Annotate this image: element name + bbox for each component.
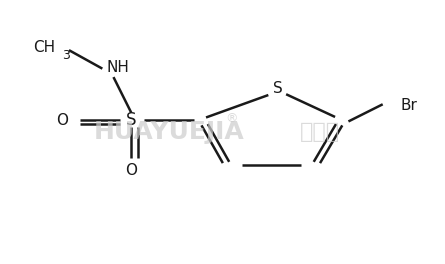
Text: Br: Br <box>401 98 418 113</box>
Text: ®: ® <box>225 112 238 125</box>
Text: HUAYUEJIA: HUAYUEJIA <box>94 120 244 144</box>
Text: O: O <box>57 113 68 128</box>
Text: S: S <box>273 82 283 96</box>
Text: 化学加: 化学加 <box>300 122 340 142</box>
Text: O: O <box>125 163 137 178</box>
Text: CH: CH <box>33 40 56 55</box>
Text: S: S <box>126 111 137 129</box>
Text: 3: 3 <box>62 49 70 62</box>
Text: NH: NH <box>106 60 129 75</box>
